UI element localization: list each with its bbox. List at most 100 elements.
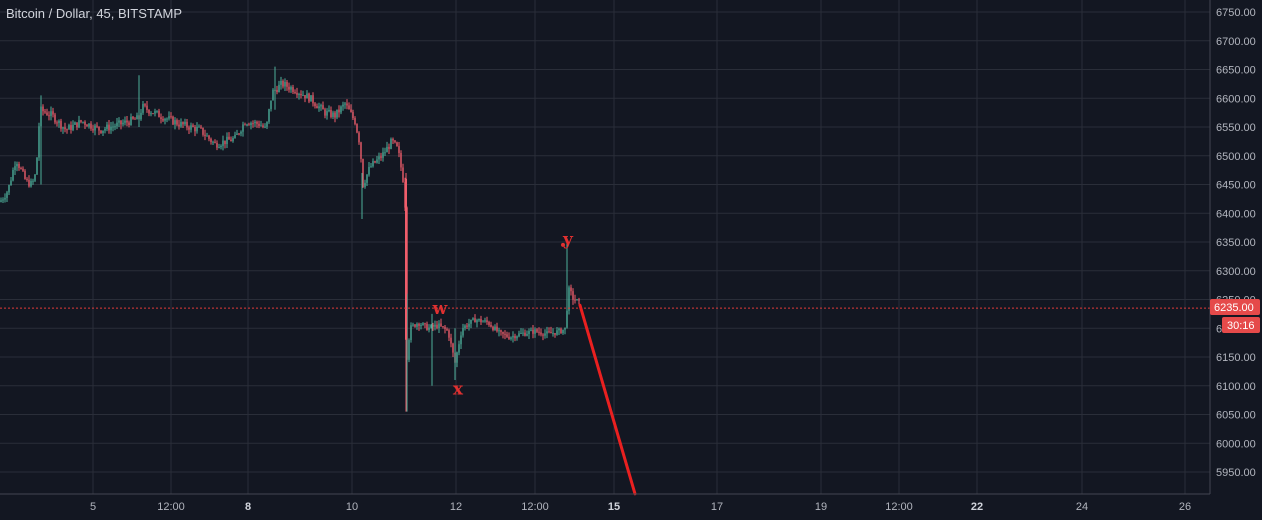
candle-body — [62, 127, 64, 129]
candle-body — [206, 135, 208, 137]
candle-body — [506, 334, 508, 337]
candle-body — [252, 123, 254, 125]
candle-body — [232, 138, 234, 142]
time-axis[interactable]: 5 12:00 8 10 12 12:00 15 17 19 12:00 22 24 26 — [90, 501, 1191, 513]
candle-body — [16, 163, 18, 167]
candle-body — [388, 146, 390, 149]
candle-body — [390, 138, 392, 149]
candle-body — [344, 103, 346, 105]
candle-body — [414, 324, 416, 327]
candle-body — [260, 125, 262, 127]
candle-body — [302, 95, 304, 97]
candle-body — [276, 89, 278, 93]
candles[interactable] — [0, 66, 580, 412]
time-tick-label: 12:00 — [885, 501, 913, 513]
time-tick-label: 12:00 — [521, 501, 549, 513]
candle-body — [482, 321, 484, 323]
candle-body — [560, 328, 562, 334]
candle-body — [216, 142, 218, 148]
candle-body — [300, 93, 302, 96]
time-tick-label: 24 — [1076, 501, 1088, 513]
candle-body — [88, 123, 90, 127]
candle-body — [405, 178, 407, 340]
candle-body — [342, 104, 344, 107]
candle-body — [152, 113, 154, 115]
candle-body — [290, 87, 292, 90]
candle-body — [118, 120, 120, 123]
candle-body — [78, 120, 80, 128]
candle-body — [440, 323, 442, 327]
candle-body — [422, 323, 424, 326]
candle-body — [246, 124, 248, 126]
candle-body — [198, 126, 200, 128]
candle-body — [270, 100, 272, 110]
candle-body — [90, 123, 92, 129]
candle-body — [354, 118, 356, 125]
candle-body — [396, 142, 398, 147]
candle-body — [96, 125, 98, 127]
wave-marker-dot — [561, 242, 565, 247]
candle-body — [436, 324, 438, 328]
candle-body — [2, 199, 4, 201]
candle-body — [226, 136, 228, 145]
candle-body — [158, 110, 160, 118]
candle-body — [570, 287, 572, 292]
time-tick-label: 15 — [608, 501, 620, 513]
candle-body — [442, 326, 444, 328]
candle-body — [6, 192, 8, 198]
candle-body — [4, 197, 6, 200]
time-tick-label: 22 — [971, 501, 983, 513]
candle-body — [130, 116, 132, 126]
candle-body — [432, 324, 434, 327]
candle-body — [170, 116, 172, 118]
candle-body — [322, 105, 324, 110]
candle-body — [298, 93, 300, 95]
candle-body — [70, 125, 72, 130]
price-tick-label: 5950.00 — [1216, 467, 1256, 479]
candle-body — [556, 330, 558, 335]
candle-body — [438, 323, 440, 328]
candle-body — [366, 174, 368, 183]
candle-body — [378, 156, 380, 160]
candle-body — [110, 126, 112, 131]
symbol-title[interactable]: Bitcoin / Dollar, 45, BITSTAMP — [6, 6, 182, 21]
price-tick-label: 6400.00 — [1216, 208, 1256, 220]
candle-body — [30, 180, 32, 187]
candle-body — [310, 95, 312, 102]
candle-body — [412, 324, 414, 326]
candle-body — [474, 318, 476, 323]
time-tick-label: 12 — [450, 501, 462, 513]
candle-body — [220, 145, 222, 148]
projection-trend-line[interactable] — [578, 303, 637, 496]
candle-body — [212, 141, 214, 143]
candle-body — [128, 122, 130, 126]
candle-body — [304, 95, 306, 99]
candle-body — [180, 122, 182, 127]
price-tick-label: 6500.00 — [1216, 151, 1256, 163]
wave-label-x: x — [453, 380, 464, 400]
candle-body — [370, 166, 372, 168]
candle-body — [558, 328, 560, 331]
candle-body — [230, 139, 232, 142]
wave-label-y: y — [562, 230, 574, 250]
candle-body — [356, 124, 358, 133]
candle-body — [352, 112, 354, 119]
candle-body — [526, 334, 528, 336]
candle-body — [46, 112, 48, 116]
candle-body — [188, 127, 190, 130]
candle-body — [338, 109, 340, 113]
candle-body — [324, 109, 326, 116]
candle-body — [464, 325, 466, 329]
candle-body — [236, 133, 238, 135]
candle-body — [142, 104, 144, 113]
candle-body — [174, 120, 176, 125]
candle-body — [376, 159, 378, 163]
candle-body — [332, 112, 334, 117]
candle-body — [492, 326, 494, 331]
candle-body — [538, 331, 540, 333]
candle-body — [548, 331, 550, 333]
candle-body — [514, 335, 516, 339]
candle-body — [162, 118, 164, 121]
